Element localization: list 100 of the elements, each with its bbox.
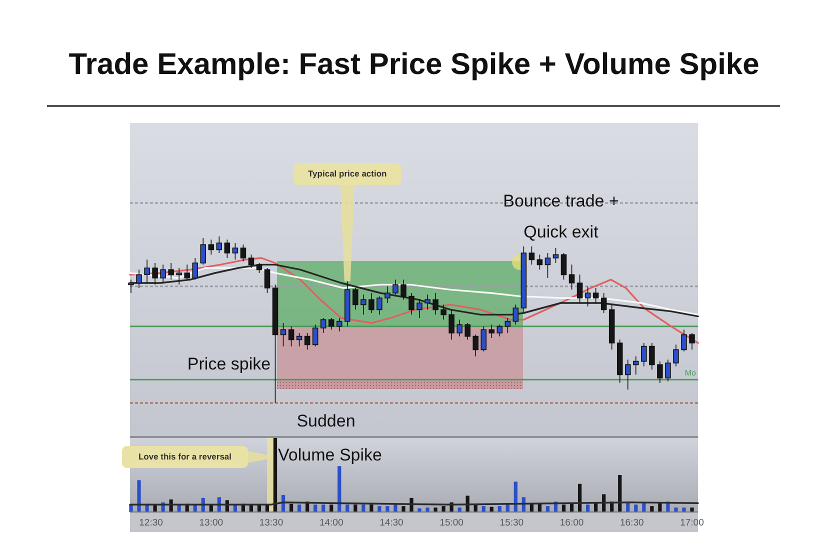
bar — [289, 504, 294, 512]
candlestick — [232, 242, 238, 260]
candlestick — [192, 258, 198, 280]
candlestick — [448, 309, 454, 340]
candlestick — [408, 292, 414, 316]
candlestick — [240, 244, 246, 262]
bar — [498, 506, 502, 512]
bar — [562, 504, 566, 512]
candlestick — [128, 279, 134, 294]
candlestick — [376, 296, 382, 316]
x-tick-label: 14:30 — [380, 518, 404, 529]
candlestick — [657, 360, 663, 384]
bar — [402, 506, 406, 512]
bar — [546, 506, 550, 512]
annotation: Quick exit — [524, 222, 599, 242]
candlestick — [304, 332, 310, 350]
annotation: Love this for a reversal — [138, 451, 232, 462]
candlestick — [504, 318, 511, 334]
bar — [394, 504, 398, 512]
text: Bounce trade + — [503, 191, 619, 210]
ref-line-label: Mo — [684, 368, 697, 378]
x-tick-label: 17:00 — [680, 518, 704, 529]
x-tick-label: 13:00 — [199, 518, 224, 529]
annotation: Price spike — [187, 354, 271, 374]
candlestick — [352, 288, 358, 310]
candlestick — [360, 294, 366, 316]
candlestick — [536, 254, 543, 270]
candlestick — [673, 344, 679, 367]
candlestick — [512, 304, 519, 326]
bar — [586, 504, 590, 512]
candlestick — [280, 322, 286, 347]
x-tick-label: 12:30 — [139, 518, 163, 529]
candlestick — [152, 262, 158, 286]
text: Sudden — [296, 411, 356, 430]
candlestick — [208, 239, 214, 256]
candlestick — [480, 326, 487, 352]
candlestick — [544, 252, 551, 278]
candlestick — [649, 342, 655, 370]
candlestick — [600, 292, 607, 314]
candlestick — [472, 334, 478, 357]
candlestick — [184, 264, 190, 280]
bar — [378, 506, 382, 512]
candlestick — [681, 329, 687, 352]
annotation: Volume Spike — [278, 445, 382, 464]
candlestick — [689, 332, 695, 350]
bar — [514, 482, 518, 512]
candlestick — [272, 284, 278, 404]
candlestick — [432, 292, 438, 316]
bar — [650, 506, 654, 512]
chart-title: Trade Example: Fast Price Spike + Volume Spike — [68, 48, 760, 81]
candlestick — [136, 269, 142, 288]
candlestick — [416, 299, 422, 318]
candlestick — [400, 279, 406, 300]
candlestick — [560, 252, 567, 280]
bar — [338, 466, 342, 512]
candlestick — [496, 324, 503, 337]
candlestick — [584, 286, 591, 307]
candlestick — [384, 286, 390, 304]
candlestick — [488, 324, 495, 338]
bar — [386, 506, 390, 512]
bar — [618, 475, 622, 512]
candlestick — [665, 359, 671, 382]
candlestick — [568, 264, 575, 290]
candlestick — [392, 279, 398, 296]
candlestick — [288, 326, 294, 347]
candlestick — [320, 318, 326, 334]
bar — [682, 508, 686, 512]
bar — [634, 504, 638, 512]
candlestick — [176, 268, 182, 286]
candlestick — [616, 339, 623, 384]
bar — [442, 506, 446, 512]
candlestick — [608, 304, 615, 350]
candlestick — [296, 332, 302, 347]
candlestick — [264, 268, 270, 294]
candlestick — [592, 288, 599, 304]
bar — [137, 480, 141, 512]
candlestick — [144, 259, 150, 284]
candlestick — [216, 236, 222, 254]
candlestick — [160, 264, 166, 284]
annotation: Typical price action — [308, 168, 387, 178]
bar — [346, 504, 350, 512]
bar — [354, 504, 358, 512]
x-tick-label: 15:00 — [440, 518, 464, 529]
candlestick — [312, 324, 318, 347]
candlestick — [200, 238, 206, 266]
bar — [482, 506, 486, 512]
bar — [418, 508, 422, 512]
candlestick — [248, 254, 254, 268]
candlestick — [168, 262, 174, 280]
x-tick-label: 14:00 — [319, 518, 344, 529]
bar — [322, 504, 326, 512]
x-tick-label: 16:30 — [620, 518, 644, 529]
bar — [690, 508, 694, 512]
bar — [674, 508, 678, 512]
candlestick — [344, 280, 350, 327]
bar — [330, 504, 334, 512]
candlestick — [328, 318, 334, 330]
bar — [426, 508, 430, 512]
candlestick — [224, 239, 230, 258]
candlestick — [624, 359, 631, 390]
